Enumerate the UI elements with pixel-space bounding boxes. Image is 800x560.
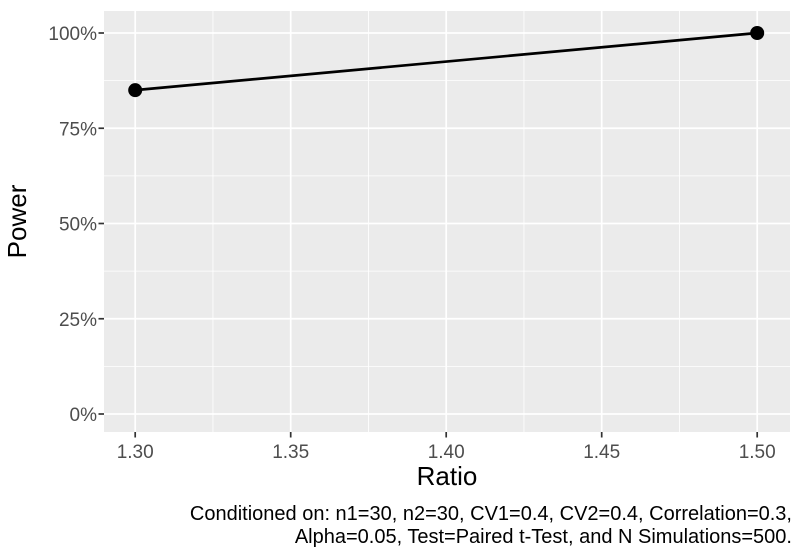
x-tick-label: 1.40 [428,442,465,463]
caption-line-2: Alpha=0.05, Test=Paired t-Test, and N Si… [295,526,792,548]
y-tick-label: 50% [59,215,97,236]
data-series [128,26,765,98]
y-tick-label: 0% [70,405,98,426]
major-gridlines [104,11,790,432]
x-axis-title: Ratio [417,461,478,491]
axis-tick-marks [98,32,759,438]
y-tick-label: 75% [59,119,97,140]
y-tick-label: 25% [59,310,97,331]
y-axis-tick-labels: 0% 25% 50% 75% 100% [48,24,97,426]
x-axis-tick-labels: 1.30 1.35 1.40 1.45 1.50 [117,442,776,463]
data-point [750,26,765,40]
x-tick-label: 1.35 [272,442,309,463]
x-tick-label: 1.45 [583,442,620,463]
x-tick-label: 1.30 [117,442,154,463]
data-point [128,83,143,98]
y-axis-title: Power [2,184,32,258]
caption-line-1: Conditioned on: n1=30, n2=30, CV1=0.4, C… [190,503,792,525]
y-tick-label: 100% [48,24,97,45]
x-tick-label: 1.50 [739,442,776,463]
series-line [135,31,758,92]
